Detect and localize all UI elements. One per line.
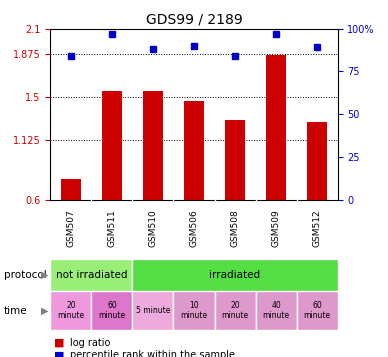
Bar: [50, 291, 92, 330]
Text: GSM509: GSM509: [272, 210, 281, 247]
Bar: [92, 291, 132, 330]
Bar: [173, 291, 215, 330]
Text: ▶: ▶: [41, 270, 48, 280]
Bar: [307, 122, 327, 200]
Bar: [102, 91, 122, 200]
Text: 60
minute: 60 minute: [99, 301, 126, 320]
Bar: [215, 291, 256, 330]
Title: GDS99 / 2189: GDS99 / 2189: [146, 12, 242, 26]
Text: ▶: ▶: [41, 306, 48, 316]
Text: protocol: protocol: [4, 270, 47, 280]
Bar: [61, 179, 81, 200]
Text: 5 minute: 5 minute: [136, 306, 170, 315]
Bar: [132, 291, 173, 330]
Text: irradiated: irradiated: [210, 270, 261, 280]
Text: 20
minute: 20 minute: [222, 301, 249, 320]
Text: GSM511: GSM511: [107, 210, 116, 247]
Bar: [256, 291, 296, 330]
Bar: [50, 259, 132, 291]
Text: not irradiated: not irradiated: [56, 270, 127, 280]
Bar: [266, 55, 286, 200]
Bar: [132, 259, 338, 291]
Text: GSM510: GSM510: [149, 210, 158, 247]
Text: GSM508: GSM508: [230, 210, 239, 247]
Text: GSM507: GSM507: [66, 210, 75, 247]
Text: log ratio: log ratio: [70, 338, 110, 348]
Text: 20
minute: 20 minute: [57, 301, 85, 320]
Bar: [184, 101, 204, 200]
Text: GSM512: GSM512: [313, 210, 322, 247]
Text: percentile rank within the sample: percentile rank within the sample: [70, 350, 235, 357]
Text: 40
minute: 40 minute: [262, 301, 289, 320]
Bar: [225, 120, 245, 200]
Bar: [296, 291, 338, 330]
Text: 60
minute: 60 minute: [303, 301, 331, 320]
Text: 10
minute: 10 minute: [180, 301, 208, 320]
Text: time: time: [4, 306, 28, 316]
Text: ■: ■: [54, 350, 65, 357]
Text: ■: ■: [54, 338, 65, 348]
Text: GSM506: GSM506: [189, 210, 199, 247]
Bar: [143, 91, 163, 200]
